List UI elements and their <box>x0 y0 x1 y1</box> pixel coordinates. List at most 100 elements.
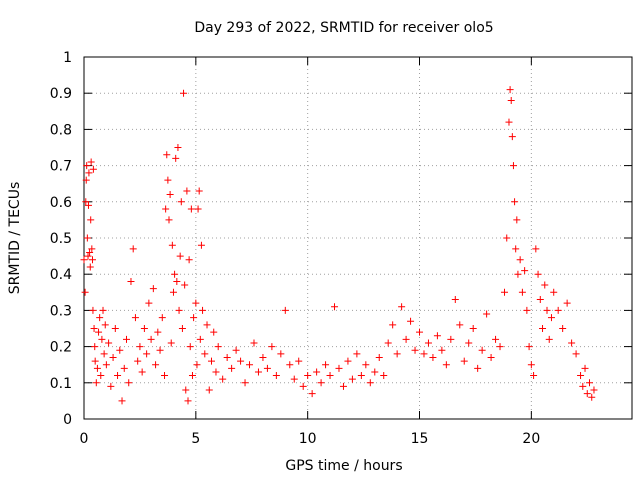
data-point <box>339 382 347 390</box>
data-point <box>568 339 576 347</box>
data-point <box>536 296 544 304</box>
data-point <box>177 198 185 206</box>
y-tick-label: 0.2 <box>50 340 72 356</box>
y-tick-label: 0.1 <box>50 376 72 392</box>
data-point <box>91 343 99 351</box>
data-point <box>579 382 587 390</box>
data-point <box>212 368 220 376</box>
data-point <box>89 306 97 314</box>
data-point <box>447 335 455 343</box>
data-point <box>590 386 598 394</box>
data-point <box>554 306 562 314</box>
data-point <box>163 151 171 159</box>
data-point <box>82 176 90 184</box>
data-point <box>185 256 193 264</box>
data-point <box>246 361 254 369</box>
data-point <box>456 321 464 329</box>
grid <box>84 57 632 419</box>
data-point <box>167 339 175 347</box>
data-point <box>171 270 179 278</box>
data-point <box>165 216 173 224</box>
data-point <box>180 89 188 97</box>
data-point <box>389 321 397 329</box>
data-point <box>411 346 419 354</box>
data-point <box>263 364 271 372</box>
plot-frame <box>83 56 633 420</box>
data-point <box>232 346 240 354</box>
data-point <box>281 306 289 314</box>
data-point <box>93 364 101 372</box>
data-point <box>237 357 245 365</box>
data-point <box>545 335 553 343</box>
data-point <box>532 245 540 253</box>
data-point <box>508 133 516 141</box>
data-point <box>195 187 203 195</box>
data-point <box>154 328 162 336</box>
data-point <box>205 386 213 394</box>
data-point <box>371 368 379 376</box>
data-point <box>335 364 343 372</box>
data-point <box>174 144 182 151</box>
data-point <box>420 350 428 358</box>
data-point <box>586 379 594 387</box>
data-point <box>182 386 190 394</box>
data-point <box>168 241 176 249</box>
data-point <box>353 350 361 358</box>
data-point <box>186 343 194 351</box>
data-point <box>97 372 105 380</box>
data-point <box>506 86 514 94</box>
data-point <box>286 361 294 369</box>
x-tick-label: 5 <box>191 431 200 447</box>
data-point <box>380 372 388 380</box>
data-point <box>116 346 124 354</box>
data-point <box>105 339 113 347</box>
data-point <box>88 245 96 253</box>
data-point <box>357 372 365 380</box>
y-axis-label: SRMTID / TECUs <box>7 182 23 295</box>
data-point <box>478 346 486 354</box>
y-tick-label: 0.5 <box>50 231 72 247</box>
data-point <box>88 256 96 264</box>
data-point <box>313 368 321 376</box>
data-point <box>192 299 200 307</box>
data-point <box>518 288 526 296</box>
data-point <box>308 390 316 398</box>
data-point <box>521 267 529 275</box>
data-point <box>451 296 459 304</box>
data-point <box>523 306 531 314</box>
data-point <box>563 299 571 307</box>
y-tick-label: 0.6 <box>50 195 72 211</box>
data-point <box>127 277 135 285</box>
y-tick-label: 0 <box>63 412 72 428</box>
data-point <box>547 314 555 322</box>
data-point <box>317 379 325 387</box>
data-point <box>442 361 450 369</box>
data-point <box>228 364 236 372</box>
data-point <box>416 328 424 336</box>
data-point <box>102 361 110 369</box>
data-point <box>125 379 133 387</box>
data-point <box>114 372 122 380</box>
y-tick-label: 0.8 <box>50 122 72 138</box>
data-point <box>100 350 108 358</box>
data-point <box>91 357 99 365</box>
y-tick-label: 0.4 <box>50 267 72 283</box>
data-point <box>398 303 406 311</box>
data-point <box>290 375 298 383</box>
data-point <box>87 216 95 224</box>
data-point <box>424 339 432 347</box>
data-point <box>131 314 139 322</box>
data-point <box>402 335 410 343</box>
data-point <box>530 372 538 380</box>
data-point <box>460 357 468 365</box>
data-point <box>223 353 231 361</box>
data-point <box>158 314 166 322</box>
data-point <box>81 288 89 296</box>
data-point <box>433 332 441 340</box>
x-tick-label: 0 <box>80 431 89 447</box>
data-point <box>514 270 522 278</box>
data-point <box>572 350 580 358</box>
data-point <box>156 346 164 354</box>
y-tick-label: 0.9 <box>50 86 72 102</box>
data-point <box>496 343 504 351</box>
